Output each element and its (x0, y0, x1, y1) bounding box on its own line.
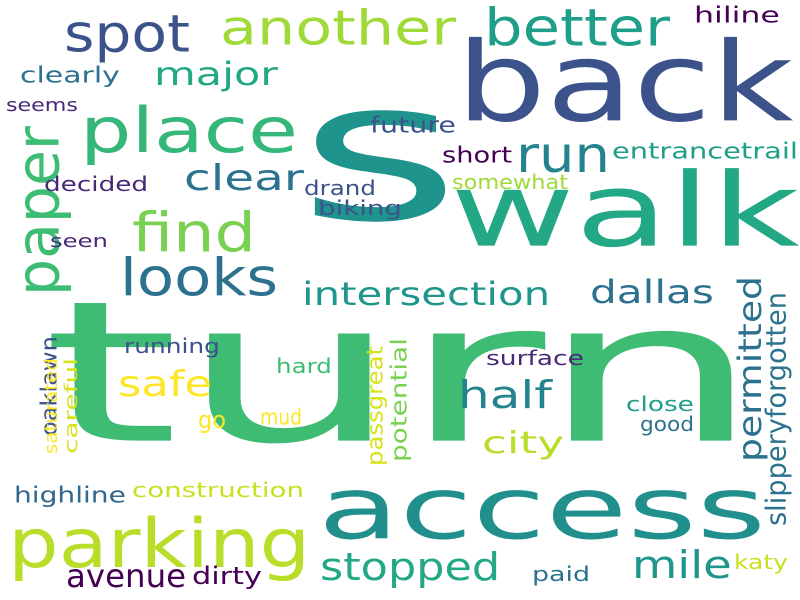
word-hiline: hiline (694, 2, 780, 28)
word-future: future (370, 112, 456, 138)
word-dallas: dallas (590, 273, 714, 311)
word-hard: hard (276, 354, 332, 378)
word-passgreat: passgreat (362, 345, 388, 466)
word-construction: construction (132, 478, 304, 502)
word-dirty: dirty (192, 561, 262, 590)
word-saturated: saturated (40, 358, 62, 454)
word-mud: mud (260, 404, 303, 430)
word-katy: katy (734, 550, 788, 574)
word-place: place (80, 94, 299, 167)
word-entrancetrail: entrancetrail (612, 138, 798, 164)
word-another: another (220, 0, 457, 56)
word-parking: parking (8, 503, 311, 584)
word-run: run (516, 125, 610, 184)
word-seen: seen (50, 230, 108, 252)
word-turn: turn (42, 258, 762, 488)
word-safe: safe (118, 362, 213, 405)
word-biking: biking (318, 196, 402, 220)
word-looks: looks (120, 247, 279, 309)
word-city: city (482, 425, 565, 461)
word-avenue: avenue (66, 557, 187, 595)
word-close: close (626, 392, 694, 416)
word-stopped: stopped (320, 544, 501, 590)
word-find: find (132, 201, 256, 265)
word-seems: seems (6, 94, 78, 116)
word-drand: drand (304, 176, 376, 200)
word-major: major (154, 55, 278, 93)
word-go: go (198, 405, 226, 434)
word-careful: careful (60, 357, 82, 454)
word-walk: walk (450, 150, 800, 271)
word-clearly: clearly (20, 62, 120, 88)
word-highline: highline (14, 482, 126, 508)
word-intersection: intersection (302, 275, 551, 313)
word-back: back (456, 18, 794, 147)
word-clear: clear (184, 156, 304, 199)
word-paper: paper (2, 126, 73, 296)
word-good: good (640, 412, 695, 436)
word-potential: potential (386, 338, 412, 462)
word-mile: mile (632, 542, 732, 588)
word-short: short (442, 142, 512, 168)
word-somewhat: somewhat (452, 170, 568, 194)
word-half: half (458, 372, 552, 418)
word-decided: decided (44, 172, 149, 196)
word-better: better (484, 0, 671, 59)
word-slipperyforgotten: slipperyforgotten (759, 291, 793, 526)
word-s: s (298, 38, 461, 266)
word-spot: spot (64, 3, 190, 65)
word-access: access (318, 458, 766, 559)
word-paid: paid (532, 562, 591, 586)
word-running: running (124, 334, 220, 358)
word-surface: surface (486, 346, 584, 370)
